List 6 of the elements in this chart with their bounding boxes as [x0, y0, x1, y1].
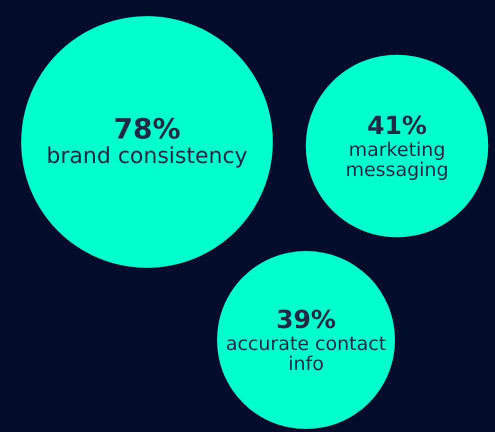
category-label: brand consistency [46, 144, 248, 169]
data-label: 41% [367, 111, 427, 140]
data-label: 78% [113, 112, 181, 146]
category-label: marketing messaging [345, 139, 449, 181]
data-label: 39% [276, 305, 336, 334]
category-label: accurate contact info [226, 333, 386, 375]
